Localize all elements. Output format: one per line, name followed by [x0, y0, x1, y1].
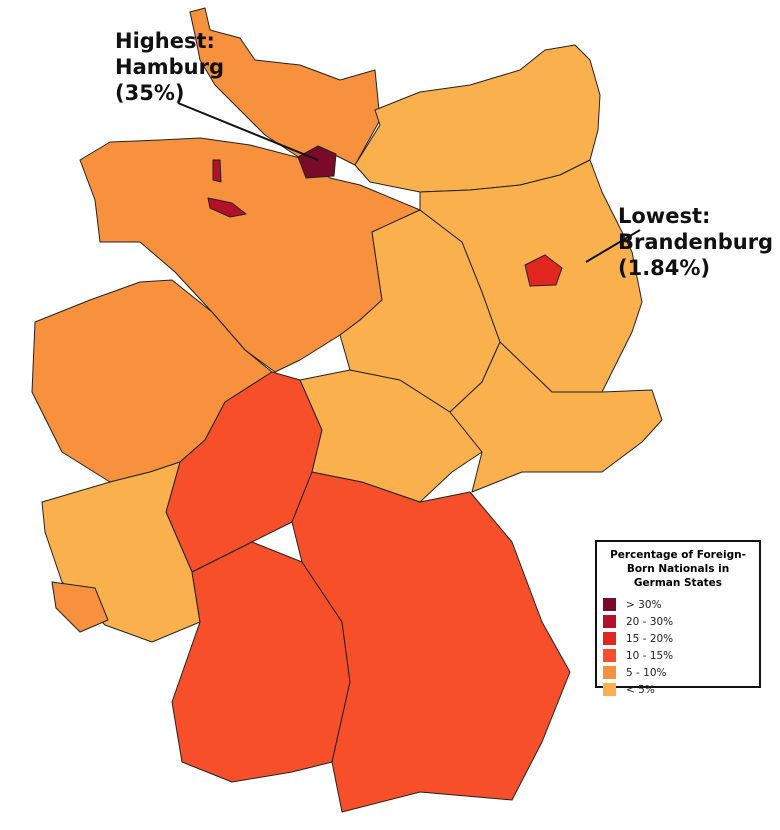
legend-title: Percentage of Foreign-Born Nationals in … [610, 549, 746, 589]
state-bavaria [291, 471, 571, 813]
state-mecklenburg-vorpommern [354, 44, 601, 193]
legend-swatch [603, 632, 616, 645]
legend: Percentage of Foreign-Born Nationals in … [595, 540, 761, 696]
legend-label: 20 - 30% [626, 615, 674, 628]
highest-value: (35%) [115, 81, 185, 105]
legend-label: 5 - 10% [626, 666, 667, 679]
legend-label: 10 - 15% [626, 649, 674, 662]
legend-item: 5 - 10% [603, 664, 753, 681]
state-bremerhaven [212, 159, 222, 183]
lowest-value: (1.84%) [618, 256, 711, 280]
highest-pointer-line [177, 102, 319, 161]
lowest-label: Lowest: [618, 204, 711, 228]
state-hesse [165, 371, 323, 573]
legend-item: < 5% [603, 681, 753, 698]
legend-item: > 30% [603, 596, 753, 613]
legend-swatch [603, 683, 616, 696]
highest-label: Highest: [115, 29, 215, 53]
lowest-annotation: Lowest: Brandenburg (1.84%) [618, 203, 773, 281]
legend-label: > 30% [626, 598, 662, 611]
legend-label: < 5% [626, 683, 655, 696]
state-hamburg [297, 145, 337, 179]
legend-swatch [603, 615, 616, 628]
state-baden-wuerttemberg [171, 541, 351, 783]
legend-label: 15 - 20% [626, 632, 674, 645]
state-schleswig-holstein [189, 7, 381, 166]
legend-item: 20 - 30% [603, 613, 753, 630]
legend-swatch [603, 598, 616, 611]
lowest-pointer-line [585, 229, 641, 263]
legend-item: 15 - 20% [603, 630, 753, 647]
state-saxony [449, 341, 663, 493]
highest-state: Hamburg [115, 55, 224, 79]
legend-item: 10 - 15% [603, 647, 753, 664]
highest-annotation: Highest: Hamburg (35%) [115, 28, 224, 106]
legend-swatch [603, 649, 616, 662]
legend-swatch [603, 666, 616, 679]
state-berlin [524, 254, 563, 287]
state-saarland [51, 581, 109, 633]
state-bremen [207, 197, 247, 218]
lowest-state: Brandenburg [618, 230, 774, 254]
